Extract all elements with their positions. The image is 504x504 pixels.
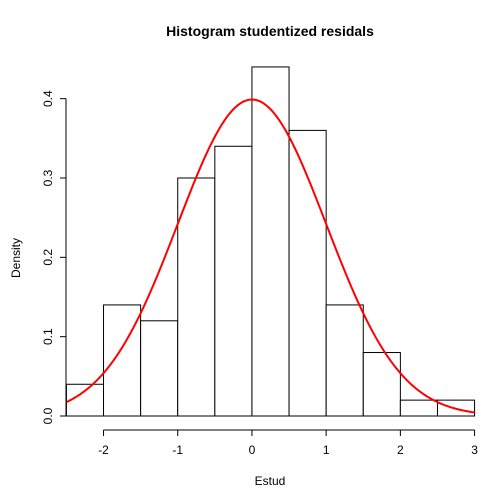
y-tick-label-1: 0.1 xyxy=(41,328,55,345)
x-tick-label-3: 1 xyxy=(323,443,330,457)
normal-density-curve xyxy=(65,98,475,414)
x-tick-label-1: -1 xyxy=(172,443,183,457)
x-tick-label-0: -2 xyxy=(98,443,109,457)
histogram-bar-4 xyxy=(214,145,253,417)
histogram-bars xyxy=(65,66,476,417)
histogram-bar-9 xyxy=(399,399,438,417)
y-tick-label-0: 0.0 xyxy=(41,407,55,424)
y-axis: 0.0 0.1 0.2 0.3 0.4 xyxy=(41,90,67,424)
histogram-bar-6 xyxy=(288,129,327,417)
histogram-bar-2 xyxy=(140,320,179,417)
y-axis-label: Density xyxy=(9,238,23,278)
y-tick-label-2: 0.2 xyxy=(41,249,55,266)
chart-title: Histogram studentized residals xyxy=(166,23,374,39)
histogram-bar-7 xyxy=(325,304,364,417)
x-tick-label-4: 2 xyxy=(397,443,404,457)
y-tick-label-3: 0.3 xyxy=(41,169,55,186)
x-tick-label-2: 0 xyxy=(249,443,256,457)
histogram-bar-5 xyxy=(251,66,290,417)
x-axis-label: Estud xyxy=(255,474,286,488)
histogram-bar-8 xyxy=(362,352,401,417)
x-axis: -2 -1 0 1 2 3 xyxy=(98,429,478,457)
y-tick-label-4: 0.4 xyxy=(41,90,55,107)
x-tick-label-5: 3 xyxy=(471,443,478,457)
histogram-bar-1 xyxy=(103,304,142,417)
histogram-bar-3 xyxy=(177,177,216,417)
